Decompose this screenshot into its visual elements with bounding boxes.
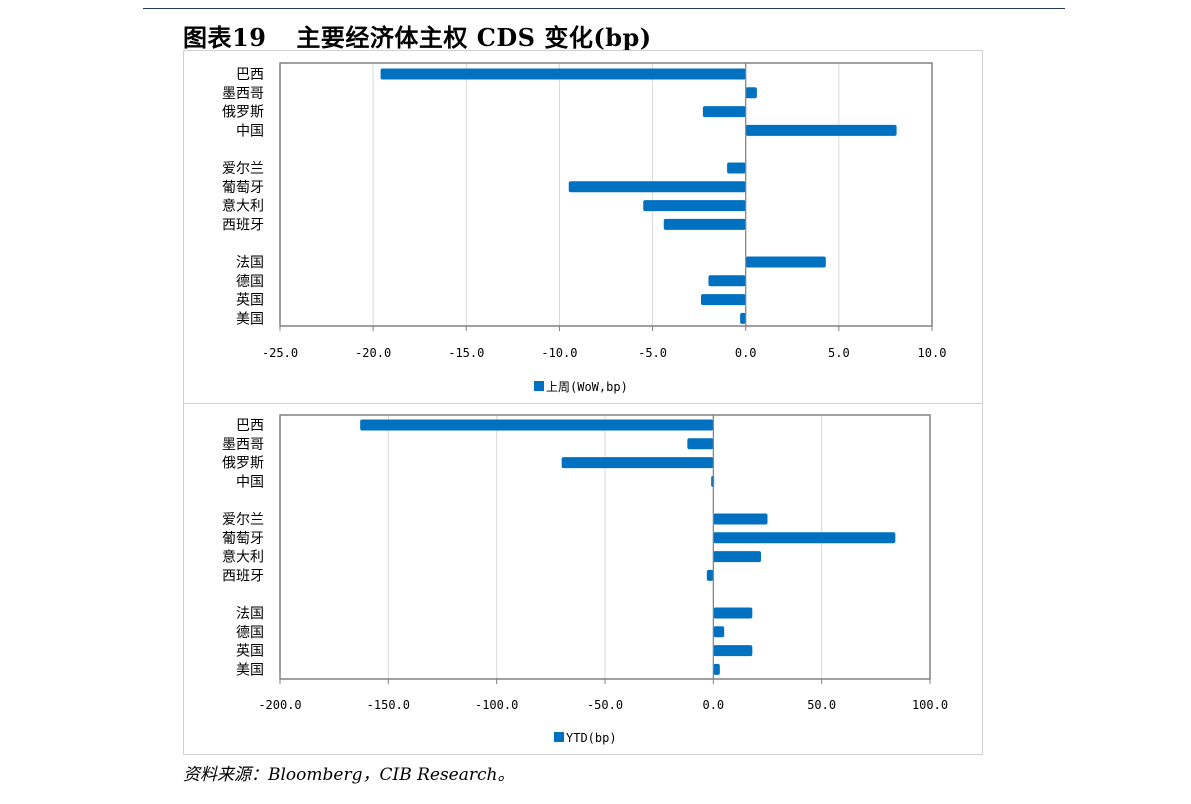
category-label: 巴西 bbox=[236, 418, 264, 434]
x-tick-label: -200.0 bbox=[258, 698, 301, 712]
category-label: 英国 bbox=[236, 292, 264, 309]
category-label: 巴西 bbox=[236, 67, 264, 83]
category-label: 美国 bbox=[236, 311, 264, 327]
bar-wow-9 bbox=[708, 275, 746, 287]
bar-wow-10 bbox=[701, 294, 746, 306]
bar-ytd-9 bbox=[713, 626, 725, 638]
source-note: 资料来源：Bloomberg，CIB Research。 bbox=[183, 765, 515, 785]
category-label: 西班牙 bbox=[222, 217, 264, 233]
category-label: 墨西哥 bbox=[222, 437, 264, 453]
category-label: 中国 bbox=[236, 474, 264, 490]
legend-label: 上周(WoW,bp) bbox=[546, 380, 628, 394]
x-tick-label: 5.0 bbox=[828, 346, 850, 360]
top-rule bbox=[143, 8, 1065, 9]
bar-wow-0 bbox=[380, 68, 746, 80]
x-tick-label: -150.0 bbox=[367, 698, 410, 712]
legend-swatch bbox=[554, 732, 564, 742]
bar-ytd-0 bbox=[360, 419, 714, 431]
x-tick-label: -100.0 bbox=[475, 698, 518, 712]
x-tick-label: 50.0 bbox=[807, 698, 836, 712]
x-tick-label: -50.0 bbox=[587, 698, 623, 712]
category-label: 葡萄牙 bbox=[222, 180, 264, 196]
category-label: 俄罗斯 bbox=[222, 105, 264, 121]
bar-wow-7 bbox=[663, 218, 746, 230]
category-label: 西班牙 bbox=[222, 568, 264, 584]
bar-wow-6 bbox=[643, 200, 746, 212]
x-tick-label: 10.0 bbox=[918, 346, 947, 360]
category-label: 美国 bbox=[236, 662, 264, 678]
chart-panel-ytd: 巴西墨西哥俄罗斯中国爱尔兰葡萄牙意大利西班牙法国德国英国美国 -200.0 -150… bbox=[183, 403, 983, 755]
bar-wow-2 bbox=[702, 106, 746, 118]
category-label: 葡萄牙 bbox=[222, 531, 264, 547]
category-label: 墨西哥 bbox=[222, 86, 264, 102]
bar-ytd-8 bbox=[713, 607, 753, 619]
category-label: 爱尔兰 bbox=[222, 161, 264, 177]
category-label: 中国 bbox=[236, 123, 264, 139]
figure-caption: 主要经济体主权 CDS 变化(bp) bbox=[296, 23, 652, 52]
category-label: 德国 bbox=[236, 274, 264, 290]
bar-wow-8 bbox=[745, 256, 826, 268]
figure-number: 图表19 bbox=[183, 23, 267, 52]
bar-ytd-5 bbox=[713, 532, 896, 544]
bar-ytd-11 bbox=[713, 663, 720, 675]
legend-label: YTD(bp) bbox=[566, 731, 617, 745]
figure-title: 图表19 主要经济体主权 CDS 变化(bp) bbox=[183, 18, 652, 53]
legend-swatch bbox=[534, 381, 544, 391]
bar-ytd-2 bbox=[561, 457, 714, 469]
bar-ytd-7 bbox=[706, 569, 714, 581]
bar-wow-5 bbox=[568, 181, 746, 193]
x-tick-label: 100.0 bbox=[912, 698, 948, 712]
category-label: 爱尔兰 bbox=[222, 512, 264, 528]
plot-area-border bbox=[279, 62, 933, 327]
bar-wow-4 bbox=[727, 162, 746, 174]
chart-panel-wow: 巴西墨西哥俄罗斯中国爱尔兰葡萄牙意大利西班牙法国德国英国美国 -25.0 -20.0… bbox=[183, 50, 983, 404]
category-label: 德国 bbox=[236, 625, 264, 641]
category-label: 俄罗斯 bbox=[222, 456, 264, 472]
category-label: 意大利 bbox=[222, 198, 264, 215]
x-tick-label: 0.0 bbox=[735, 346, 757, 360]
bar-ytd-1 bbox=[687, 438, 714, 450]
bar-ytd-4 bbox=[713, 513, 768, 525]
category-label: 意大利 bbox=[222, 549, 264, 566]
bar-ytd-10 bbox=[713, 645, 753, 657]
category-label: 英国 bbox=[236, 643, 264, 660]
x-tick-label: -10.0 bbox=[541, 346, 577, 360]
x-tick-label: 0.0 bbox=[702, 698, 724, 712]
category-label: 法国 bbox=[236, 606, 264, 622]
bar-ytd-6 bbox=[713, 551, 761, 563]
bar-wow-11 bbox=[740, 312, 746, 324]
bar-wow-1 bbox=[745, 87, 757, 99]
x-tick-label: -20.0 bbox=[355, 346, 391, 360]
bar-wow-3 bbox=[745, 124, 897, 136]
x-tick-label: -25.0 bbox=[262, 346, 298, 360]
x-tick-label: -5.0 bbox=[638, 346, 667, 360]
x-tick-label: -15.0 bbox=[448, 346, 484, 360]
category-label: 法国 bbox=[236, 255, 264, 271]
